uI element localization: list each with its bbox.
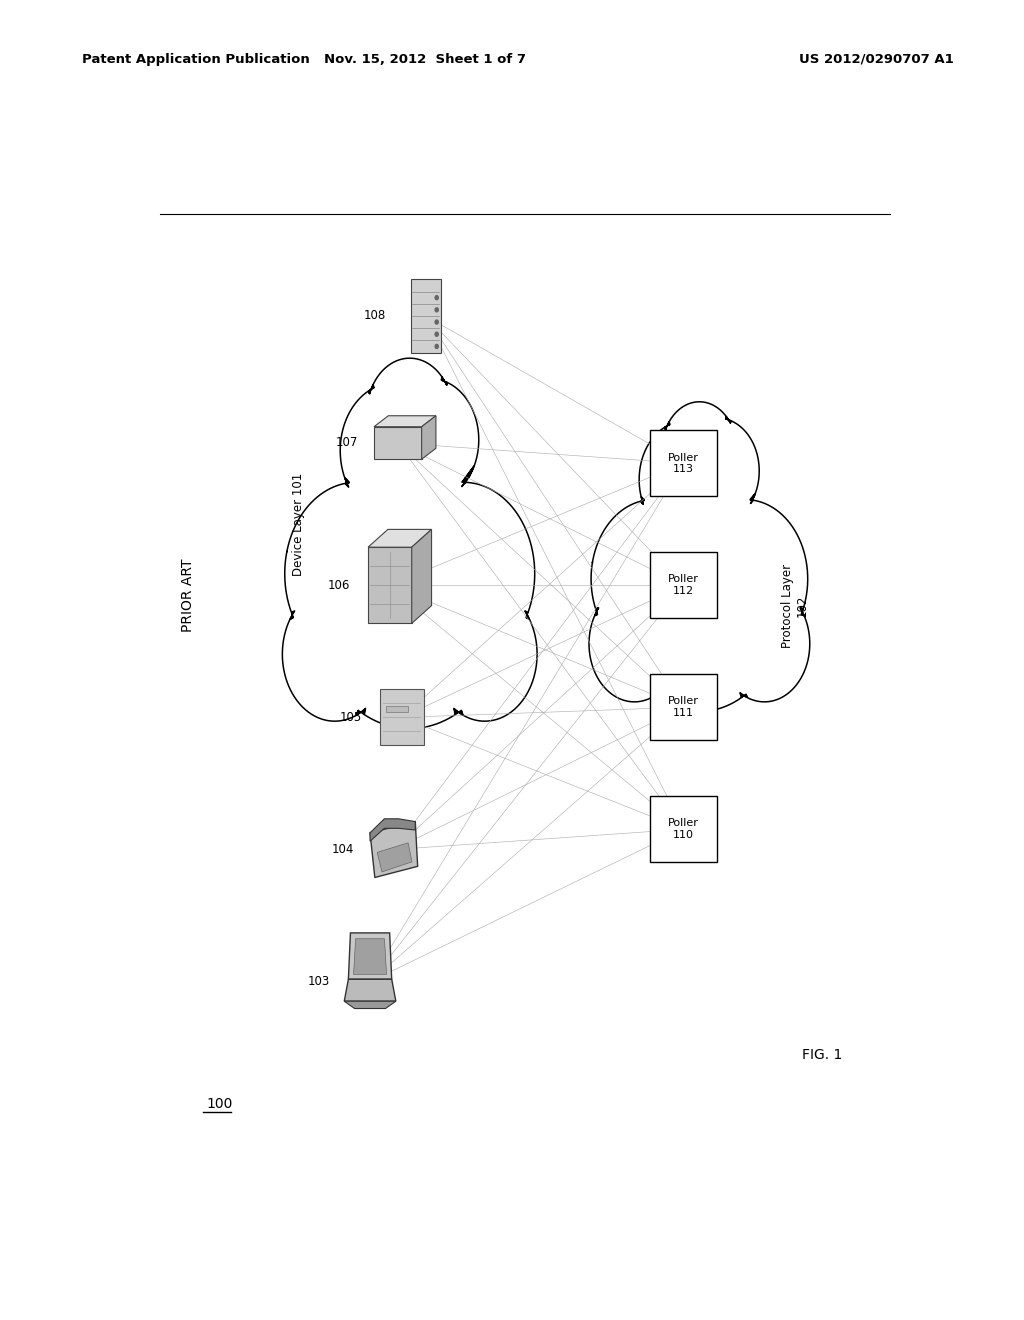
Polygon shape: [368, 529, 431, 548]
Bar: [650, 796, 717, 862]
Polygon shape: [412, 529, 431, 623]
Polygon shape: [374, 426, 422, 459]
Bar: [650, 675, 717, 741]
Text: US 2012/0290707 A1: US 2012/0290707 A1: [799, 53, 953, 66]
Circle shape: [435, 308, 438, 312]
Text: Patent Application Publication: Patent Application Publication: [82, 53, 309, 66]
Text: Poller
113: Poller 113: [668, 453, 699, 474]
Polygon shape: [353, 939, 386, 974]
Text: 106: 106: [328, 578, 350, 591]
Text: 104: 104: [332, 843, 354, 857]
Text: Poller
112: Poller 112: [668, 574, 699, 597]
Text: 105: 105: [340, 711, 362, 723]
Circle shape: [435, 345, 438, 348]
Polygon shape: [374, 416, 436, 426]
Bar: [411, 280, 440, 352]
Polygon shape: [422, 416, 436, 459]
Text: Protocol Layer
102: Protocol Layer 102: [780, 564, 809, 648]
Text: 100: 100: [206, 1097, 232, 1110]
Text: Device Layer 101: Device Layer 101: [292, 473, 305, 576]
Circle shape: [435, 296, 438, 300]
Bar: [386, 706, 409, 713]
Text: PRIOR ART: PRIOR ART: [180, 558, 195, 632]
Text: Nov. 15, 2012  Sheet 1 of 7: Nov. 15, 2012 Sheet 1 of 7: [324, 53, 526, 66]
Polygon shape: [368, 548, 412, 623]
Text: 103: 103: [308, 975, 331, 989]
Bar: [650, 552, 717, 618]
Polygon shape: [344, 979, 396, 1001]
Circle shape: [435, 319, 438, 325]
Polygon shape: [377, 843, 412, 873]
Polygon shape: [344, 1001, 396, 1008]
Bar: [380, 689, 424, 746]
Text: FIG. 1: FIG. 1: [802, 1048, 843, 1061]
Polygon shape: [370, 818, 416, 841]
Text: Poller
111: Poller 111: [668, 697, 699, 718]
Text: 107: 107: [336, 437, 358, 450]
Bar: [650, 430, 717, 496]
Circle shape: [435, 333, 438, 337]
Polygon shape: [370, 821, 418, 878]
Polygon shape: [348, 933, 392, 979]
Text: 108: 108: [364, 309, 386, 322]
Text: Poller
110: Poller 110: [668, 818, 699, 840]
